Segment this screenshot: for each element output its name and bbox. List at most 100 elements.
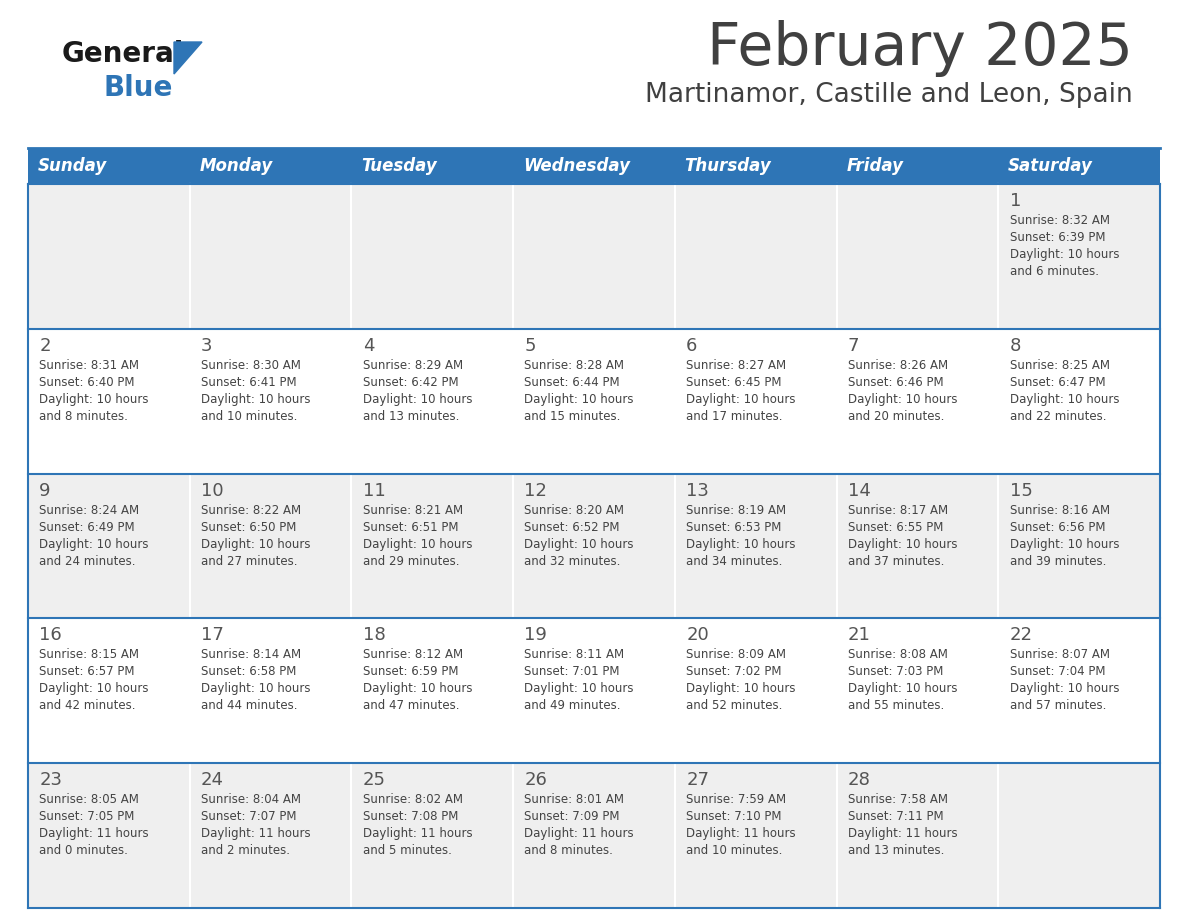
Text: and 10 minutes.: and 10 minutes. <box>201 409 297 423</box>
Text: Sunrise: 8:09 AM: Sunrise: 8:09 AM <box>687 648 786 661</box>
Text: Sunset: 7:09 PM: Sunset: 7:09 PM <box>524 811 620 823</box>
Text: 23: 23 <box>39 771 62 789</box>
Text: Daylight: 10 hours: Daylight: 10 hours <box>1010 538 1119 551</box>
Text: Sunrise: 7:59 AM: Sunrise: 7:59 AM <box>687 793 786 806</box>
Text: Sunset: 6:51 PM: Sunset: 6:51 PM <box>362 521 459 533</box>
Text: Daylight: 10 hours: Daylight: 10 hours <box>1010 393 1119 406</box>
Text: Daylight: 11 hours: Daylight: 11 hours <box>687 827 796 840</box>
Text: Daylight: 11 hours: Daylight: 11 hours <box>39 827 148 840</box>
Text: Sunday: Sunday <box>38 157 107 175</box>
Text: and 5 minutes.: and 5 minutes. <box>362 845 451 857</box>
Text: 5: 5 <box>524 337 536 354</box>
Text: Daylight: 10 hours: Daylight: 10 hours <box>524 538 634 551</box>
Text: 7: 7 <box>848 337 859 354</box>
Text: Sunrise: 8:04 AM: Sunrise: 8:04 AM <box>201 793 301 806</box>
Text: Daylight: 10 hours: Daylight: 10 hours <box>362 682 473 696</box>
Text: Daylight: 10 hours: Daylight: 10 hours <box>687 538 796 551</box>
Text: Daylight: 10 hours: Daylight: 10 hours <box>201 682 310 696</box>
Text: Sunset: 7:08 PM: Sunset: 7:08 PM <box>362 811 459 823</box>
Text: Daylight: 10 hours: Daylight: 10 hours <box>524 393 634 406</box>
Text: Daylight: 10 hours: Daylight: 10 hours <box>39 393 148 406</box>
Text: Daylight: 10 hours: Daylight: 10 hours <box>39 538 148 551</box>
Text: Sunrise: 8:01 AM: Sunrise: 8:01 AM <box>524 793 625 806</box>
Text: Sunrise: 8:17 AM: Sunrise: 8:17 AM <box>848 504 948 517</box>
Text: and 47 minutes.: and 47 minutes. <box>362 700 460 712</box>
Text: 18: 18 <box>362 626 385 644</box>
Text: General: General <box>62 40 184 68</box>
Text: 24: 24 <box>201 771 225 789</box>
Text: 25: 25 <box>362 771 386 789</box>
Text: Sunrise: 8:16 AM: Sunrise: 8:16 AM <box>1010 504 1110 517</box>
Text: Sunset: 7:05 PM: Sunset: 7:05 PM <box>39 811 134 823</box>
Text: Daylight: 10 hours: Daylight: 10 hours <box>39 682 148 696</box>
Text: Daylight: 11 hours: Daylight: 11 hours <box>201 827 310 840</box>
Text: 26: 26 <box>524 771 548 789</box>
Text: Sunrise: 8:24 AM: Sunrise: 8:24 AM <box>39 504 139 517</box>
Text: Sunset: 6:40 PM: Sunset: 6:40 PM <box>39 375 134 389</box>
Text: Sunrise: 8:29 AM: Sunrise: 8:29 AM <box>362 359 463 372</box>
Text: Daylight: 10 hours: Daylight: 10 hours <box>687 393 796 406</box>
Text: Wednesday: Wednesday <box>523 157 630 175</box>
Text: Thursday: Thursday <box>684 157 771 175</box>
Text: Sunset: 6:50 PM: Sunset: 6:50 PM <box>201 521 297 533</box>
Text: Daylight: 10 hours: Daylight: 10 hours <box>848 538 958 551</box>
Text: Sunset: 6:56 PM: Sunset: 6:56 PM <box>1010 521 1105 533</box>
Text: Daylight: 10 hours: Daylight: 10 hours <box>362 538 473 551</box>
Text: and 8 minutes.: and 8 minutes. <box>524 845 613 857</box>
Text: Sunrise: 8:19 AM: Sunrise: 8:19 AM <box>687 504 786 517</box>
Text: Daylight: 10 hours: Daylight: 10 hours <box>201 538 310 551</box>
Text: Sunrise: 8:21 AM: Sunrise: 8:21 AM <box>362 504 463 517</box>
Text: and 15 minutes.: and 15 minutes. <box>524 409 621 423</box>
Text: Sunrise: 8:30 AM: Sunrise: 8:30 AM <box>201 359 301 372</box>
Text: and 8 minutes.: and 8 minutes. <box>39 409 128 423</box>
Text: Sunset: 7:10 PM: Sunset: 7:10 PM <box>687 811 782 823</box>
Text: 10: 10 <box>201 482 223 499</box>
Text: Sunset: 7:01 PM: Sunset: 7:01 PM <box>524 666 620 678</box>
Text: Sunrise: 8:20 AM: Sunrise: 8:20 AM <box>524 504 625 517</box>
Text: Daylight: 10 hours: Daylight: 10 hours <box>201 393 310 406</box>
Text: 9: 9 <box>39 482 51 499</box>
Text: Sunset: 7:07 PM: Sunset: 7:07 PM <box>201 811 297 823</box>
Text: Sunset: 6:41 PM: Sunset: 6:41 PM <box>201 375 297 389</box>
Text: Sunset: 6:53 PM: Sunset: 6:53 PM <box>687 521 782 533</box>
Polygon shape <box>173 42 202 74</box>
Text: 1: 1 <box>1010 192 1020 210</box>
Text: Sunset: 6:42 PM: Sunset: 6:42 PM <box>362 375 459 389</box>
Text: Sunrise: 7:58 AM: Sunrise: 7:58 AM <box>848 793 948 806</box>
Text: and 42 minutes.: and 42 minutes. <box>39 700 135 712</box>
Text: Sunset: 6:55 PM: Sunset: 6:55 PM <box>848 521 943 533</box>
Text: and 37 minutes.: and 37 minutes. <box>848 554 944 567</box>
Text: Sunrise: 8:15 AM: Sunrise: 8:15 AM <box>39 648 139 661</box>
Text: Monday: Monday <box>200 157 273 175</box>
Text: and 6 minutes.: and 6 minutes. <box>1010 265 1099 278</box>
Text: Sunrise: 8:26 AM: Sunrise: 8:26 AM <box>848 359 948 372</box>
Text: Sunrise: 8:31 AM: Sunrise: 8:31 AM <box>39 359 139 372</box>
Text: Sunrise: 8:02 AM: Sunrise: 8:02 AM <box>362 793 463 806</box>
Text: Blue: Blue <box>105 74 173 102</box>
Text: 28: 28 <box>848 771 871 789</box>
Text: 17: 17 <box>201 626 223 644</box>
Text: Sunset: 6:59 PM: Sunset: 6:59 PM <box>362 666 459 678</box>
Bar <box>29 619 1159 763</box>
Text: and 20 minutes.: and 20 minutes. <box>848 409 944 423</box>
Text: Sunrise: 8:22 AM: Sunrise: 8:22 AM <box>201 504 302 517</box>
Text: Sunrise: 8:11 AM: Sunrise: 8:11 AM <box>524 648 625 661</box>
Text: and 39 minutes.: and 39 minutes. <box>1010 554 1106 567</box>
Text: Sunrise: 8:28 AM: Sunrise: 8:28 AM <box>524 359 625 372</box>
Text: 12: 12 <box>524 482 548 499</box>
Text: 11: 11 <box>362 482 385 499</box>
Text: and 55 minutes.: and 55 minutes. <box>848 700 944 712</box>
Text: Sunset: 7:02 PM: Sunset: 7:02 PM <box>687 666 782 678</box>
Text: Sunset: 6:45 PM: Sunset: 6:45 PM <box>687 375 782 389</box>
Bar <box>29 148 1159 184</box>
Text: Sunset: 6:49 PM: Sunset: 6:49 PM <box>39 521 135 533</box>
Text: 13: 13 <box>687 482 709 499</box>
Text: and 49 minutes.: and 49 minutes. <box>524 700 621 712</box>
Text: 20: 20 <box>687 626 709 644</box>
Text: Saturday: Saturday <box>1007 157 1093 175</box>
Text: and 44 minutes.: and 44 minutes. <box>201 700 297 712</box>
Text: Sunset: 6:52 PM: Sunset: 6:52 PM <box>524 521 620 533</box>
Text: Daylight: 10 hours: Daylight: 10 hours <box>524 682 634 696</box>
Bar <box>29 184 1159 329</box>
Text: Daylight: 10 hours: Daylight: 10 hours <box>1010 248 1119 261</box>
